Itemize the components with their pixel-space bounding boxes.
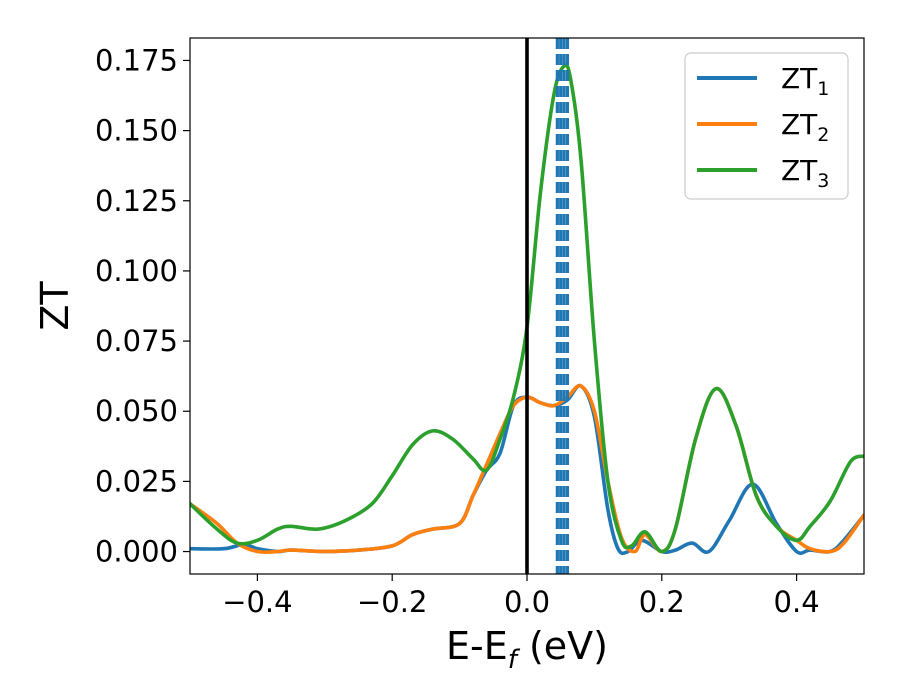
x-axis-title-main: E-E — [446, 624, 508, 668]
y-tick-label: 0.075 — [95, 324, 178, 358]
x-tick-label: −0.2 — [357, 585, 427, 619]
legend-label-zt2-sub: 2 — [817, 124, 829, 146]
legend-label-zt3-main: ZT — [781, 154, 818, 187]
x-tick-label: 0.4 — [774, 585, 820, 619]
y-tick-label: 0.175 — [95, 43, 178, 77]
legend-label-zt3-sub: 3 — [817, 170, 829, 192]
y-axis-title: ZT — [33, 281, 77, 331]
legend-label-zt1-main: ZT — [781, 62, 818, 95]
legend-label-zt2-main: ZT — [781, 108, 818, 141]
y-tick-label: 0.025 — [95, 464, 178, 498]
legend-label-zt1-sub: 1 — [817, 78, 829, 100]
series-zt3-line — [190, 63, 864, 554]
y-axis: 0.000 0.025 0.050 0.075 0.100 0.125 0.150 0.175 — [95, 43, 190, 569]
legend-box — [684, 52, 849, 200]
legend: ZT1 ZT2 ZT3 — [684, 52, 849, 200]
legend-label-zt1: ZT1 — [781, 62, 829, 100]
y-tick-label: 0.125 — [95, 184, 178, 218]
x-axis-title: E-Ef (eV) — [446, 624, 608, 675]
x-axis: −0.4 −0.2 0.0 0.2 0.4 — [222, 574, 820, 619]
y-tick-label: 0.050 — [95, 394, 178, 428]
x-tick-label: 0.0 — [504, 585, 550, 619]
legend-label-zt3: ZT3 — [781, 154, 829, 192]
y-tick-label: 0.150 — [95, 114, 178, 148]
x-tick-label: 0.2 — [639, 585, 685, 619]
reference-lines — [525, 38, 570, 574]
y-tick-label: 0.000 — [95, 535, 178, 569]
legend-label-zt2: ZT2 — [781, 108, 829, 146]
x-tick-label: −0.4 — [222, 585, 292, 619]
x-axis-title-tail: (eV) — [517, 624, 608, 668]
y-tick-label: 0.100 — [95, 254, 178, 288]
